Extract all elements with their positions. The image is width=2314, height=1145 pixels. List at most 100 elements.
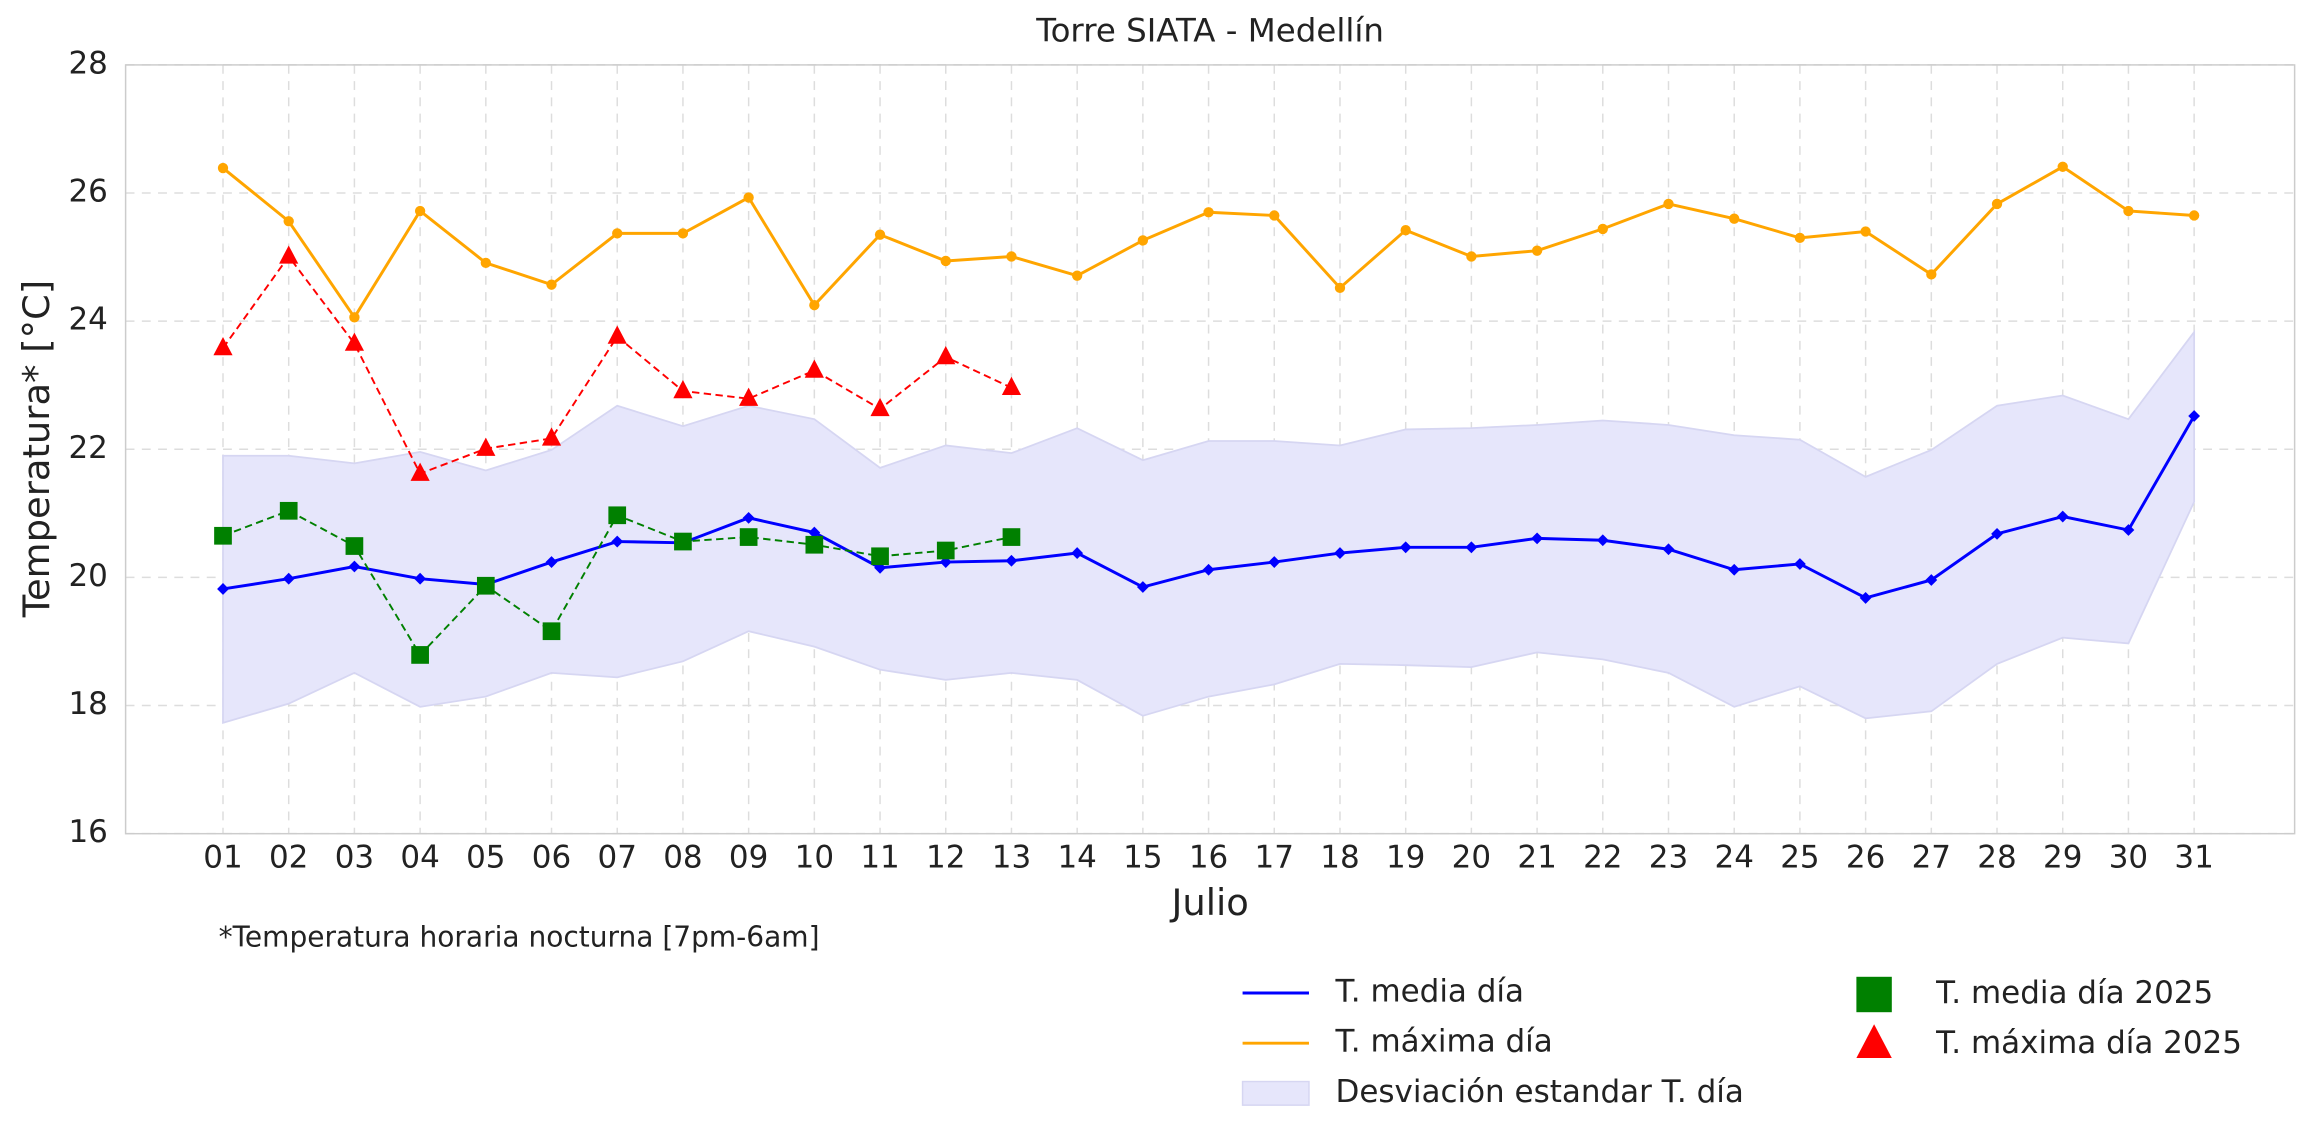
marker	[612, 228, 623, 239]
x-axis-label: Julio	[1169, 881, 1248, 924]
y-tick-label: 22	[68, 430, 107, 466]
marker	[1859, 592, 1872, 604]
marker	[1001, 376, 1022, 395]
marker	[411, 646, 429, 664]
marker	[414, 205, 426, 217]
marker	[739, 387, 759, 406]
marker	[217, 162, 229, 174]
y-tick-label: 16	[68, 814, 107, 850]
marker	[1856, 976, 1892, 1013]
x-tick-label: 15	[1123, 839, 1162, 875]
x-tick-label: 31	[2174, 839, 2213, 875]
marker	[1597, 223, 1608, 235]
marker	[874, 229, 886, 240]
footnote: *Temperatura horaria nocturna [7pm-6am]	[219, 920, 820, 953]
marker	[1596, 534, 1609, 547]
std-band	[222, 329, 2196, 725]
x-tick-label: 14	[1057, 839, 1096, 875]
marker	[476, 576, 495, 595]
legend-swatch	[1241, 1080, 1310, 1106]
legend-item: T. media día 2025	[1856, 975, 2213, 1013]
marker	[939, 556, 952, 568]
marker	[607, 325, 627, 344]
marker	[1203, 207, 1214, 218]
marker	[870, 397, 890, 417]
x-tick-label: 24	[1714, 839, 1753, 875]
marker	[1662, 543, 1675, 556]
x-tick-label: 01	[203, 839, 242, 875]
x-tick-label: 20	[1452, 839, 1491, 875]
marker	[1794, 558, 1806, 570]
marker	[1071, 270, 1083, 281]
marker	[349, 312, 360, 323]
marker	[936, 541, 955, 560]
marker	[348, 560, 361, 573]
x-tick-label: 02	[269, 839, 308, 875]
marker	[1071, 547, 1084, 559]
marker	[940, 255, 951, 267]
x-tick-label: 22	[1583, 839, 1622, 875]
legend-item: T. máxima día	[1242, 1024, 1553, 1060]
marker	[1269, 210, 1280, 221]
marker	[1400, 225, 1411, 236]
x-tick-label: 07	[598, 839, 637, 875]
marker	[805, 535, 824, 554]
marker	[282, 572, 295, 585]
marker	[1991, 198, 2003, 210]
y-tick-label: 28	[68, 45, 107, 81]
x-tick-label: 28	[1977, 839, 2016, 875]
y-tick-label: 18	[68, 686, 107, 722]
x-tick-label: 25	[1780, 839, 1819, 875]
marker	[936, 346, 956, 365]
x-tick-label: 06	[532, 839, 571, 875]
y-tick-label: 20	[68, 558, 107, 594]
marker	[1399, 541, 1412, 554]
x-tick-label: 12	[926, 839, 965, 875]
marker	[542, 622, 561, 641]
marker	[1002, 528, 1021, 546]
x-tick-label: 09	[729, 839, 768, 875]
legend-label: T. máxima día 2025	[1935, 1025, 2242, 1061]
marker	[279, 501, 298, 520]
y-tick-label: 24	[68, 302, 107, 338]
marker	[1860, 226, 1871, 237]
marker	[1334, 282, 1346, 294]
marker	[677, 228, 689, 239]
x-tick-label: 13	[992, 839, 1031, 875]
marker	[1268, 556, 1281, 568]
marker	[213, 337, 233, 356]
x-tick-label: 27	[1912, 839, 1951, 875]
plot-frame	[124, 64, 2296, 835]
x-tick-label: 18	[1320, 839, 1359, 875]
marker	[480, 257, 491, 269]
legend-item: T. máxima día 2025	[1856, 1024, 2242, 1061]
marker	[414, 572, 427, 585]
marker	[1728, 563, 1741, 576]
marker	[1466, 251, 1477, 262]
x-tick-label: 10	[795, 839, 834, 875]
legend-label: Desviación estandar T. día	[1336, 1074, 1744, 1110]
marker	[279, 245, 299, 264]
marker	[545, 556, 558, 568]
marker	[808, 526, 821, 539]
marker	[608, 506, 627, 525]
marker	[1856, 1024, 1892, 1058]
marker	[1531, 245, 1543, 256]
marker	[541, 427, 562, 446]
marker	[1334, 547, 1346, 559]
marker	[809, 299, 820, 311]
x-tick-label: 03	[335, 839, 374, 875]
x-tick-label: 11	[860, 839, 899, 875]
marker	[2057, 161, 2068, 172]
x-tick-label: 30	[2109, 839, 2148, 875]
marker	[1531, 532, 1543, 545]
marker	[674, 532, 692, 551]
marker	[1137, 235, 1149, 246]
marker	[2188, 210, 2200, 221]
marker	[476, 437, 496, 456]
marker	[2123, 205, 2134, 217]
x-tick-label: 26	[1846, 839, 1885, 875]
marker	[673, 379, 693, 399]
marker	[546, 279, 557, 290]
